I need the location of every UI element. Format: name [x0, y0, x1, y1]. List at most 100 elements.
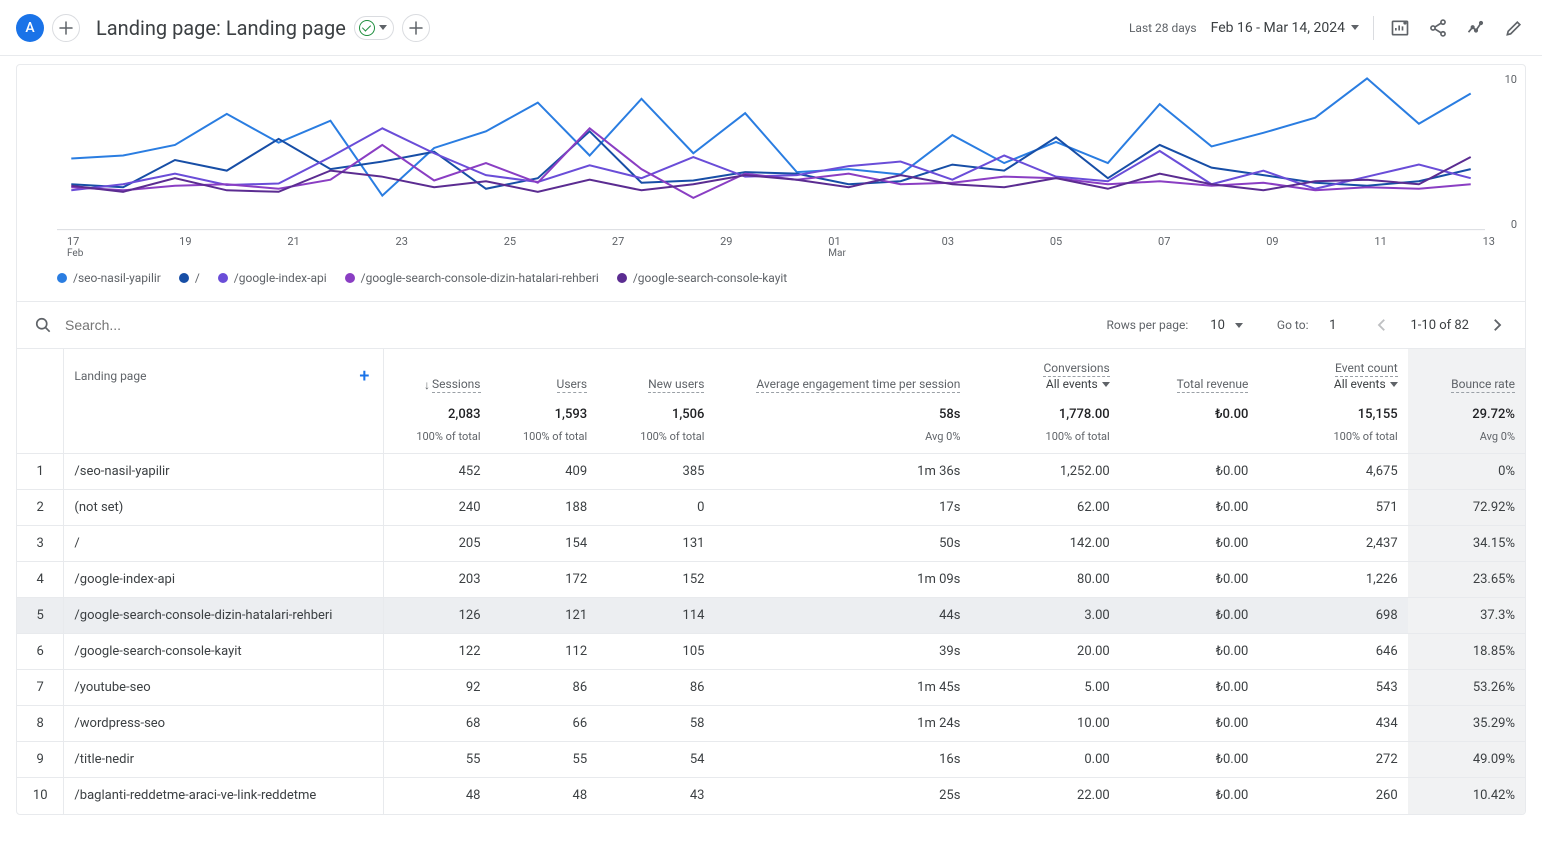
metric-cell: 16s: [714, 742, 970, 778]
legend-item[interactable]: /seo-nasil-yapilir: [57, 271, 161, 285]
metric-cell: 44s: [714, 598, 970, 634]
search-input[interactable]: [63, 316, 363, 334]
summary-cell: 15,155: [1258, 395, 1407, 430]
summary-sub-cell: [1120, 430, 1259, 454]
metric-cell: 1,252.00: [970, 454, 1119, 490]
metric-cell: 34.15%: [1408, 526, 1525, 562]
date-range-picker[interactable]: Feb 16 - Mar 14, 2024: [1211, 20, 1359, 36]
metric-name: New users: [648, 377, 704, 393]
insights-button[interactable]: [1464, 16, 1488, 40]
summary-sub-cell: 100% of total: [597, 430, 714, 454]
table-row[interactable]: 3/20515413150s142.00₺0.002,43734.15%: [17, 526, 1525, 562]
metric-cell: 131: [597, 526, 714, 562]
line-chart: 10 0: [17, 65, 1525, 235]
metric-cell: ₺0.00: [1120, 598, 1259, 634]
metric-cell: ₺0.00: [1120, 634, 1259, 670]
chart-series-line: [71, 128, 1470, 190]
legend-item[interactable]: /google-search-console-kayit: [617, 271, 787, 285]
summary-row: 2,0831,5931,50658s1,778.00₺0.0015,15529.…: [17, 395, 1525, 430]
table-row[interactable]: 8/wordpress-seo6866581m 24s10.00₺0.00434…: [17, 706, 1525, 742]
metric-name: Total revenue: [1177, 377, 1249, 393]
row-index: 7: [17, 670, 64, 706]
metric-cell: 571: [1258, 490, 1407, 526]
legend-item[interactable]: /google-search-console-dizin-hatalari-re…: [345, 271, 599, 285]
account-avatar[interactable]: A: [16, 14, 44, 42]
metric-cell: 62.00: [970, 490, 1119, 526]
table-row[interactable]: 4/google-index-api2031721521m 09s80.00₺0…: [17, 562, 1525, 598]
add-comparison-button[interactable]: [52, 14, 80, 42]
prev-page-button[interactable]: [1370, 313, 1394, 337]
column-header[interactable]: New users: [597, 349, 714, 395]
column-header[interactable]: ConversionsAll events: [970, 349, 1119, 395]
summary-cell: 1,593: [491, 395, 598, 430]
metric-cell: 260: [1258, 778, 1407, 814]
legend-item[interactable]: /google-index-api: [218, 271, 327, 285]
edit-button[interactable]: [1502, 16, 1526, 40]
table-body: 1/seo-nasil-yapilir4524093851m 36s1,252.…: [17, 454, 1525, 814]
metric-cell: ₺0.00: [1120, 526, 1259, 562]
page-title: Landing page: Landing page: [96, 16, 346, 40]
metric-name: Users: [557, 377, 588, 393]
data-table: Landing page + ↓Sessions Users New users Aver…: [17, 349, 1525, 814]
table-row[interactable]: 6/google-search-console-kayit12211210539…: [17, 634, 1525, 670]
chart-legend: /seo-nasil-yapilir / /google-index-api/goo…: [17, 263, 1525, 301]
metric-cell: 385: [597, 454, 714, 490]
rows-per-page-select[interactable]: 10: [1204, 318, 1243, 333]
table-row[interactable]: 7/youtube-seo9286861m 45s5.00₺0.0054353.…: [17, 670, 1525, 706]
report-panel: 10 0 17Feb19 21 23 25 27 29 01Mar03 05 0…: [16, 64, 1526, 815]
metric-cell: 39s: [714, 634, 970, 670]
metric-filter[interactable]: All events: [1046, 377, 1110, 391]
metric-cell: 25s: [714, 778, 970, 814]
legend-dot: [57, 273, 67, 283]
summary-cell: 1,506: [597, 395, 714, 430]
metric-name: Event count: [1335, 361, 1398, 377]
metric-cell: 1m 45s: [714, 670, 970, 706]
table-row[interactable]: 9/title-nedir55555416s0.00₺0.0027249.09%: [17, 742, 1525, 778]
customize-report-button[interactable]: [1388, 16, 1412, 40]
next-page-button[interactable]: [1485, 313, 1509, 337]
dimension-header[interactable]: Landing page +: [64, 349, 384, 395]
report-status-chip[interactable]: [354, 16, 394, 40]
metric-cell: 1m 24s: [714, 706, 970, 742]
legend-item[interactable]: /: [179, 271, 200, 285]
metric-cell: 240: [384, 490, 491, 526]
metric-cell: 203: [384, 562, 491, 598]
metric-filter[interactable]: All events: [1334, 377, 1398, 391]
dimension-label: Landing page: [74, 369, 146, 383]
goto-value[interactable]: 1: [1318, 318, 1342, 333]
column-header[interactable]: Total revenue: [1120, 349, 1259, 395]
table-row[interactable]: 5/google-search-console-dizin-hatalari-r…: [17, 598, 1525, 634]
row-index: 9: [17, 742, 64, 778]
column-header[interactable]: Event countAll events: [1258, 349, 1407, 395]
column-header[interactable]: Users: [491, 349, 598, 395]
row-index: 3: [17, 526, 64, 562]
metric-cell: 10.00: [970, 706, 1119, 742]
metric-cell: 43: [597, 778, 714, 814]
column-header[interactable]: Bounce rate: [1408, 349, 1525, 395]
metric-cell: 188: [491, 490, 598, 526]
share-button[interactable]: [1426, 16, 1450, 40]
chevron-down-icon: [379, 25, 387, 30]
index-header: [17, 349, 64, 395]
summary-cell: 1,778.00: [970, 395, 1119, 430]
legend-dot: [345, 273, 355, 283]
top-toolbar: A Landing page: Landing page Last 28 day…: [0, 0, 1542, 56]
legend-label: /google-search-console-kayit: [633, 271, 787, 285]
metric-cell: 35.29%: [1408, 706, 1525, 742]
metric-cell: 55: [384, 742, 491, 778]
table-row[interactable]: 2(not set)240188017s62.00₺0.0057172.92%: [17, 490, 1525, 526]
column-header[interactable]: Average engagement time per session: [714, 349, 970, 395]
table-row[interactable]: 1/seo-nasil-yapilir4524093851m 36s1,252.…: [17, 454, 1525, 490]
column-header[interactable]: ↓Sessions: [384, 349, 491, 395]
row-index: 6: [17, 634, 64, 670]
metric-cell: 2,437: [1258, 526, 1407, 562]
metric-cell: 80.00: [970, 562, 1119, 598]
table-row[interactable]: 10/baglanti-reddetme-araci-ve-link-redde…: [17, 778, 1525, 814]
x-tick: 11: [1374, 235, 1386, 263]
summary-sub-cell: Avg 0%: [714, 430, 970, 454]
metric-cell: 698: [1258, 598, 1407, 634]
add-dimension-button[interactable]: +: [355, 367, 373, 385]
row-dimension: /baglanti-reddetme-araci-ve-link-reddetm…: [64, 778, 384, 814]
row-dimension: /wordpress-seo: [64, 706, 384, 742]
add-filter-button[interactable]: [402, 14, 430, 42]
